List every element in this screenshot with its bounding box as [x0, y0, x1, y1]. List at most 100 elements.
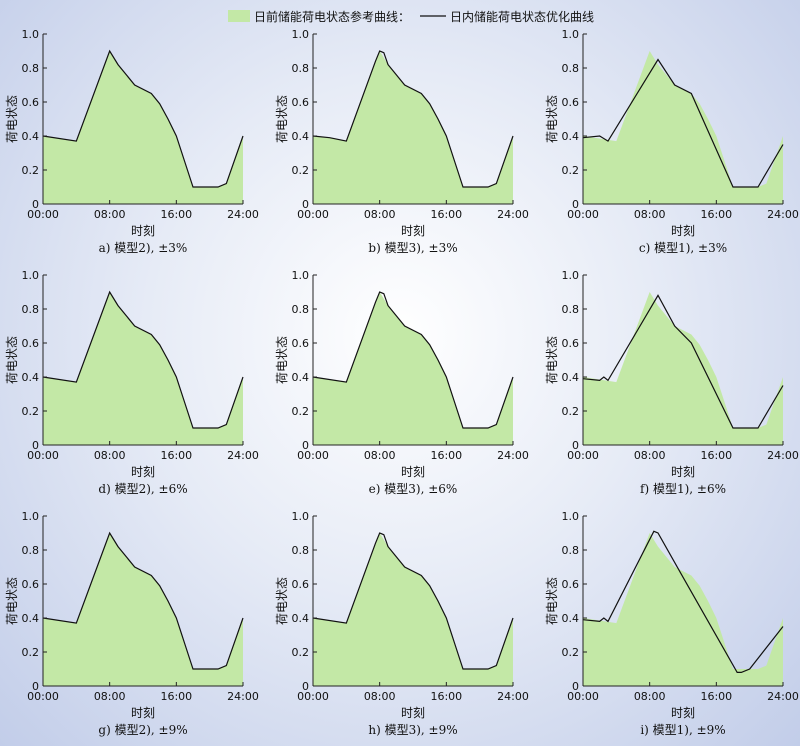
y-axis-label: 荷电状态	[545, 336, 559, 384]
y-tick-label: 1.0	[292, 28, 310, 41]
x-tick-label: 16:00	[700, 208, 732, 221]
panel-caption: e) 模型3), ±6%	[369, 482, 458, 496]
reference-area	[43, 533, 243, 686]
y-tick-label: 0.2	[562, 405, 580, 418]
x-tick-label: 16:00	[160, 690, 192, 703]
y-axis-label: 荷电状态	[545, 95, 559, 143]
y-tick-label: 0	[572, 680, 579, 693]
optimized-line	[582, 294, 784, 429]
x-tick-label: 08:00	[634, 690, 666, 703]
y-tick-label: 0	[32, 680, 39, 693]
y-axis-label: 荷电状态	[5, 95, 19, 143]
chart-panel-7: 0 0.2 0.4 0.6 0.8 1.0 00:00 08:00 16:00 24:00 时刻 荷电…	[5, 510, 259, 737]
y-tick-label: 0.6	[562, 578, 580, 591]
x-tick-label: 24:00	[227, 208, 259, 221]
x-tick-label: 00:00	[567, 690, 599, 703]
x-tick-label: 24:00	[767, 690, 799, 703]
chart-panel-1: 0 0.2 0.4 0.6 0.8 1.0 00:00 08:00 16:00 24:00 时刻 荷电…	[5, 28, 259, 255]
y-tick-label: 0.8	[22, 62, 40, 75]
x-tick-label: 24:00	[497, 208, 529, 221]
x-axis-label: 时刻	[131, 465, 155, 479]
optimized-line	[312, 50, 514, 188]
y-tick-label: 1.0	[562, 269, 580, 282]
reference-area	[313, 51, 513, 204]
chart-panel-9: 0 0.2 0.4 0.6 0.8 1.0 00:00 08:00 16:00 24:00 时刻 荷电…	[545, 510, 799, 737]
reference-area	[313, 292, 513, 445]
y-tick-label: 0.4	[22, 130, 40, 143]
y-axis-label: 荷电状态	[5, 336, 19, 384]
y-tick-label: 0.2	[562, 646, 580, 659]
reference-area	[583, 51, 783, 204]
x-tick-label: 24:00	[497, 449, 529, 462]
y-axis-label: 荷电状态	[275, 577, 289, 625]
y-tick-label: 0	[302, 439, 309, 452]
x-tick-label: 08:00	[94, 208, 126, 221]
y-tick-label: 0.4	[292, 371, 310, 384]
panel-caption: i) 模型1), ±9%	[640, 723, 725, 737]
chart-panel-5: 0 0.2 0.4 0.6 0.8 1.0 00:00 08:00 16:00 24:00 时刻 荷电…	[275, 269, 529, 496]
y-tick-label: 0.4	[562, 130, 580, 143]
legend-label-reference: 日前储能荷电状态参考曲线：	[254, 9, 410, 24]
optimized-line	[582, 530, 784, 674]
x-tick-label: 00:00	[297, 208, 329, 221]
y-tick-label: 0.4	[562, 612, 580, 625]
x-tick-label: 16:00	[160, 208, 192, 221]
y-tick-label: 0.6	[22, 578, 40, 591]
optimized-line	[42, 49, 244, 188]
y-tick-label: 0.8	[292, 62, 310, 75]
x-axis-label: 时刻	[671, 465, 695, 479]
y-tick-label: 0	[572, 439, 579, 452]
y-tick-label: 0.8	[562, 62, 580, 75]
legend-label-optimized: 日内储能荷电状态优化曲线	[450, 9, 594, 24]
y-tick-label: 1.0	[22, 510, 40, 523]
chart-panel-6: 0 0.2 0.4 0.6 0.8 1.0 00:00 08:00 16:00 24:00 时刻 荷电…	[545, 269, 799, 496]
y-tick-label: 0.2	[22, 646, 40, 659]
y-tick-label: 0.4	[292, 612, 310, 625]
y-tick-label: 0	[32, 439, 39, 452]
y-tick-label: 1.0	[292, 510, 310, 523]
y-tick-label: 0	[302, 198, 309, 211]
y-tick-label: 1.0	[562, 28, 580, 41]
y-tick-label: 1.0	[22, 28, 40, 41]
x-tick-label: 00:00	[27, 449, 59, 462]
y-tick-label: 0.4	[22, 612, 40, 625]
y-tick-label: 0.2	[292, 164, 310, 177]
y-tick-label: 0.6	[292, 578, 310, 591]
x-axis-label: 时刻	[401, 706, 425, 720]
y-tick-label: 0	[572, 198, 579, 211]
y-tick-label: 0.8	[562, 303, 580, 316]
y-tick-label: 0.8	[292, 303, 310, 316]
x-tick-label: 08:00	[364, 449, 396, 462]
x-tick-label: 16:00	[430, 208, 462, 221]
x-tick-label: 08:00	[364, 208, 396, 221]
x-tick-label: 08:00	[94, 449, 126, 462]
x-tick-label: 08:00	[364, 690, 396, 703]
y-axis-label: 荷电状态	[545, 577, 559, 625]
panel-caption: c) 模型1), ±3%	[639, 241, 727, 255]
optimized-line	[582, 58, 784, 188]
x-tick-label: 24:00	[227, 690, 259, 703]
x-axis-label: 时刻	[401, 224, 425, 238]
reference-area	[583, 292, 783, 445]
y-tick-label: 0.4	[562, 371, 580, 384]
chart-panel-3: 0 0.2 0.4 0.6 0.8 1.0 00:00 08:00 16:00 24:00 时刻 荷电…	[545, 28, 799, 255]
panel-caption: h) 模型3), ±9%	[368, 723, 457, 737]
x-axis-label: 时刻	[401, 465, 425, 479]
y-tick-label: 0.8	[22, 303, 40, 316]
optimized-line	[312, 291, 514, 429]
panel-caption: a) 模型2), ±3%	[99, 241, 188, 255]
y-tick-label: 1.0	[22, 269, 40, 282]
y-tick-label: 0.6	[292, 337, 310, 350]
chart-panel-8: 0 0.2 0.4 0.6 0.8 1.0 00:00 08:00 16:00 24:00 时刻 荷电…	[275, 510, 529, 737]
y-axis-label: 荷电状态	[275, 336, 289, 384]
legend-swatch-reference	[228, 10, 250, 22]
y-tick-label: 0.6	[562, 337, 580, 350]
x-axis-label: 时刻	[131, 706, 155, 720]
y-tick-label: 0.6	[562, 96, 580, 109]
y-tick-label: 0.4	[22, 371, 40, 384]
y-tick-label: 0	[302, 680, 309, 693]
legend: 日前储能荷电状态参考曲线： 日内储能荷电状态优化曲线	[228, 9, 594, 24]
y-tick-label: 0.2	[22, 164, 40, 177]
optimized-line	[42, 290, 244, 429]
x-tick-label: 24:00	[497, 690, 529, 703]
